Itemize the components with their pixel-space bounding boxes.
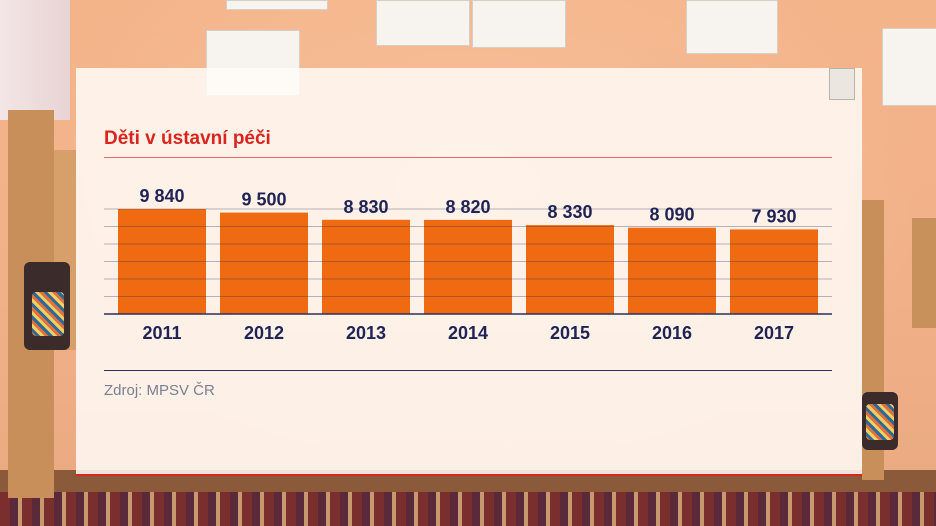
background-drawing (376, 0, 470, 46)
category-label-2013: 2013 (346, 323, 386, 343)
background-drawing (686, 0, 778, 54)
category-label-2015: 2015 (550, 323, 590, 343)
background-drawing (882, 28, 936, 106)
bar-2016 (628, 227, 716, 314)
source-note: Zdroj: MPSV ČR (104, 382, 215, 399)
value-label-2011: 9 840 (139, 186, 184, 206)
bars (118, 209, 818, 314)
value-label-2014: 8 820 (445, 197, 490, 217)
bar-2017 (730, 229, 818, 314)
value-label-2013: 8 830 (343, 197, 388, 217)
category-labels: 2011 2012 2013 2014 2015 2016 2017 (142, 323, 794, 343)
value-label-2016: 8 090 (649, 205, 694, 225)
category-label-2011: 2011 (142, 323, 181, 343)
frame-icon (829, 68, 855, 100)
title-divider (104, 157, 832, 158)
background-rug (0, 492, 936, 526)
background-drawing (226, 0, 328, 10)
background-bag-pattern (32, 292, 64, 336)
gridlines (104, 208, 832, 315)
value-label-2015: 8 330 (547, 202, 592, 222)
value-labels: 9 840 9 500 8 830 8 820 8 330 8 090 7 930 (139, 186, 796, 226)
bar-2011 (118, 209, 206, 314)
panel-bottom-accent (76, 474, 862, 476)
source-divider (104, 370, 832, 371)
bar-2015 (526, 225, 614, 314)
value-label-2012: 9 500 (241, 190, 286, 210)
bar-2014 (424, 219, 512, 314)
bar-2013 (322, 219, 410, 314)
category-label-2017: 2017 (754, 323, 794, 343)
category-label-2016: 2016 (652, 323, 692, 343)
background-bag-pattern (866, 404, 894, 440)
category-label-2012: 2012 (244, 323, 284, 343)
category-label-2014: 2014 (448, 323, 488, 343)
chart-title: Děti v ústavní péči (104, 128, 271, 149)
value-label-2017: 7 930 (751, 206, 796, 226)
background-shelf (912, 218, 936, 328)
bar-2012 (220, 212, 308, 314)
background-drawing (472, 0, 566, 48)
background-curtain (0, 0, 70, 120)
